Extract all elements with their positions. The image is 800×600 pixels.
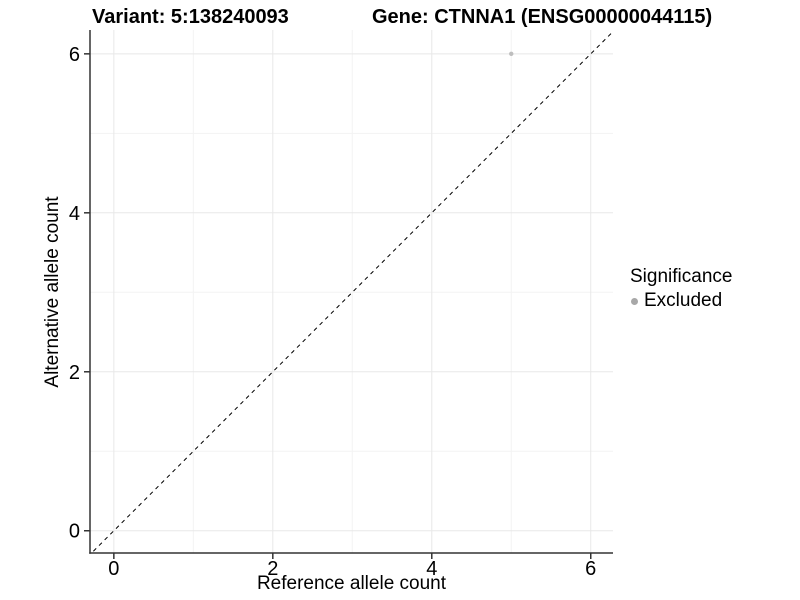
legend-item-label: Excluded — [644, 290, 723, 311]
y-tick-label: 4 — [69, 203, 80, 225]
y-tick-label: 0 — [69, 521, 80, 543]
x-tick-label: 4 — [426, 558, 437, 578]
y-tick-label: 2 — [69, 362, 80, 384]
x-tick-label: 0 — [108, 558, 119, 578]
identity-dashed-line — [90, 30, 613, 553]
plot-title-variant: Variant: 5:138240093 — [92, 6, 289, 28]
data-point — [509, 51, 514, 57]
y-axis-title: Alternative allele count — [42, 196, 63, 388]
legend-title: Significance — [630, 266, 733, 287]
legend-item-excluded: Excluded — [630, 290, 732, 312]
x-tick-label: 6 — [585, 558, 596, 578]
legend: Significance Excluded — [630, 266, 732, 312]
y-tick-label: 6 — [69, 44, 80, 66]
legend-point-icon — [631, 297, 638, 305]
scatter-plot-panel: 0 2 4 6 0 2 4 6 — [69, 30, 613, 578]
x-axis-title: Reference allele count — [256, 573, 447, 594]
plot-title-gene: Gene: CTNNA1 (ENSG00000044115) — [372, 6, 713, 28]
x-tick-label: 2 — [267, 558, 278, 578]
